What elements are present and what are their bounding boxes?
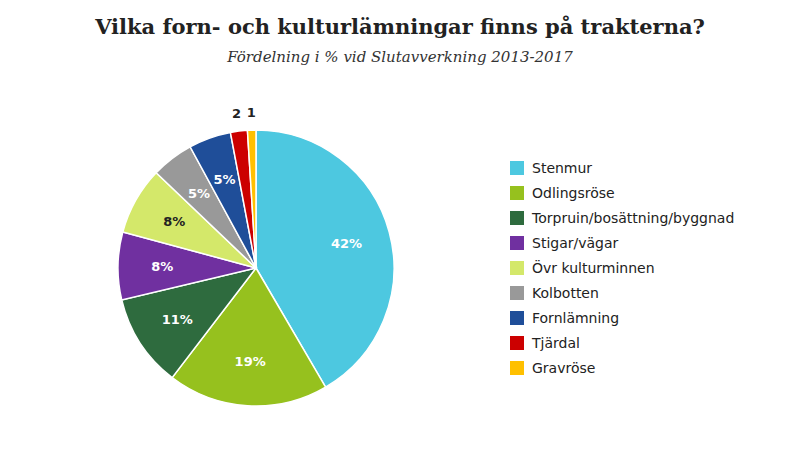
pie: Stenmur: 42%Odlingsröse: 19%Torpruin/bos… [118,130,394,406]
legend-label: Gravröse [532,360,595,376]
legend-label: Stenmur [532,160,592,176]
chart-container: Vilka forn- och kulturlämningar finns på… [0,0,800,450]
legend-swatch [510,286,524,300]
legend-swatch [510,211,524,225]
title: Vilka forn- och kulturlämningar finns på… [94,14,705,39]
legend-label: Stigar/vägar [532,235,619,251]
legend-swatch [510,186,524,200]
data-label: 8% [163,214,185,229]
legend-label: Kolbotten [532,285,599,301]
legend-swatch [510,236,524,250]
pie-slice: Tjärdal: 2 [230,130,256,268]
data-label: 11% [162,312,193,327]
legend: Stenmur Odlingsröse Torpruin/bosättning/by… [510,160,734,376]
data-label: 42% [331,236,362,251]
legend-label: Torpruin/bosättning/byggnad [531,210,734,226]
data-label: 5% [213,172,235,187]
legend-label: Tjärdal [531,335,580,351]
legend-label: Odlingsröse [532,185,615,201]
subtitle: Fördelning i % vid Slutavverkning 2013-2… [226,48,573,66]
legend-swatch [510,161,524,175]
data-label: 8% [151,259,173,274]
legend-swatch [510,361,524,375]
pie-slice: Gravröse: 1 [247,130,256,268]
chart-svg: Vilka forn- och kulturlämningar finns på… [0,0,800,450]
data-labels: 42%19%11%8%8%5%5%21 [151,105,362,370]
data-label: 1 [247,105,256,120]
data-label: 5% [188,186,210,201]
legend-label: Fornlämning [532,310,619,326]
legend-swatch [510,336,524,350]
data-label: 2 [232,106,241,121]
data-label: 19% [235,354,266,369]
legend-swatch [510,261,524,275]
legend-swatch [510,311,524,325]
legend-label: Övr kulturminnen [532,259,655,276]
